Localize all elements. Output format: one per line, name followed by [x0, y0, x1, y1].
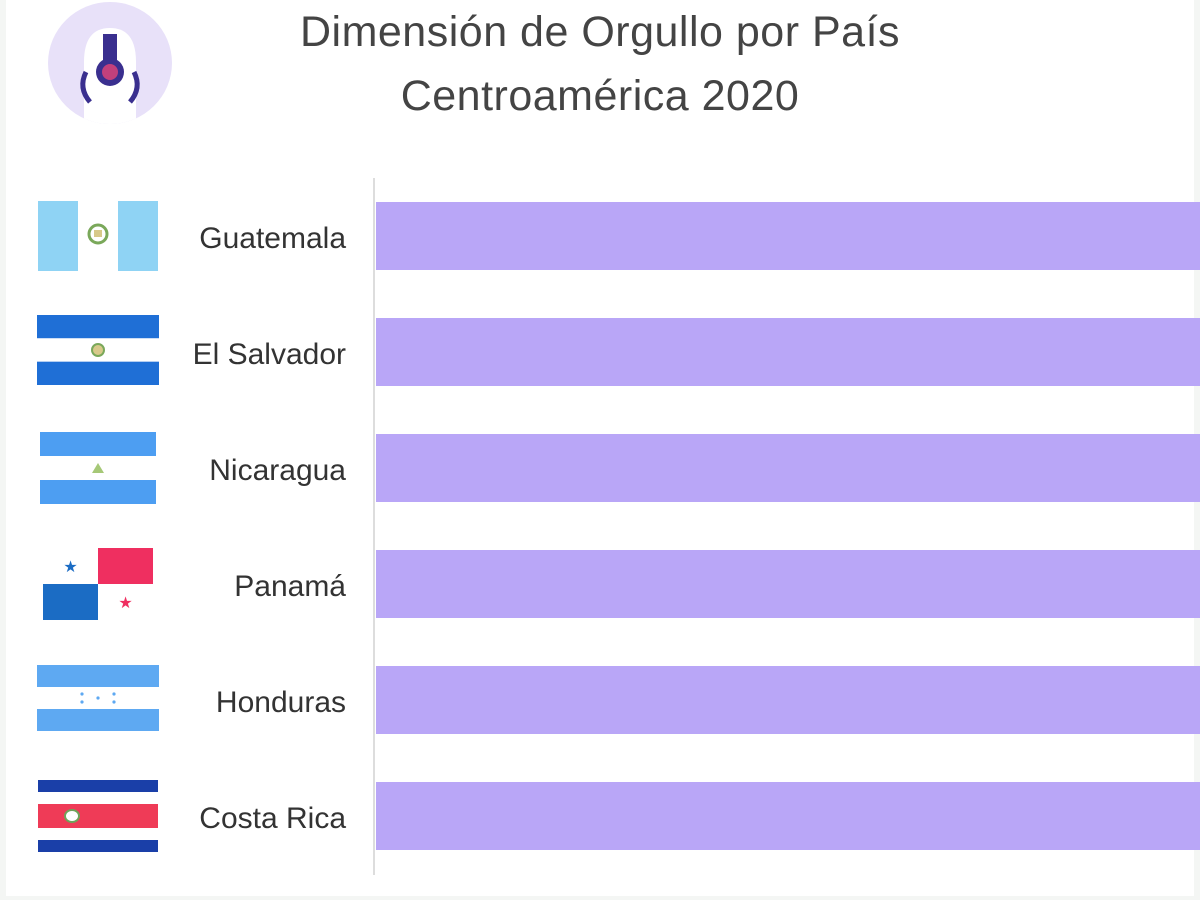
svg-text:★: ★	[118, 595, 132, 612]
category-label: Costa Rica	[199, 802, 346, 835]
chart-title: Dimensión de Orgullo por País Centroamér…	[200, 0, 1000, 128]
svg-text:★: ★	[63, 559, 77, 576]
bar	[376, 318, 1200, 386]
category-label: El Salvador	[193, 338, 346, 371]
bar	[376, 782, 1200, 850]
guatemala-flag-icon	[38, 201, 158, 271]
category-label: Honduras	[216, 686, 346, 719]
bar	[376, 666, 1200, 734]
bar	[376, 550, 1200, 618]
costa-rica-flag-icon	[38, 780, 158, 852]
bar	[376, 202, 1200, 270]
bar	[376, 434, 1200, 502]
honduras-flag-icon	[37, 665, 159, 731]
category-label: Nicaragua	[209, 454, 346, 487]
panama-flag-icon: ★★	[43, 548, 153, 620]
el-salvador-flag-icon	[37, 315, 159, 385]
category-label: Panamá	[234, 570, 346, 603]
title-line-2: Centroamérica 2020	[400, 72, 800, 120]
category-label: Guatemala	[199, 222, 346, 255]
nicaragua-flag-icon	[40, 432, 156, 504]
person-with-medal-icon	[48, 2, 172, 124]
title-line-1: Dimensión de Orgullo por País	[299, 8, 901, 56]
